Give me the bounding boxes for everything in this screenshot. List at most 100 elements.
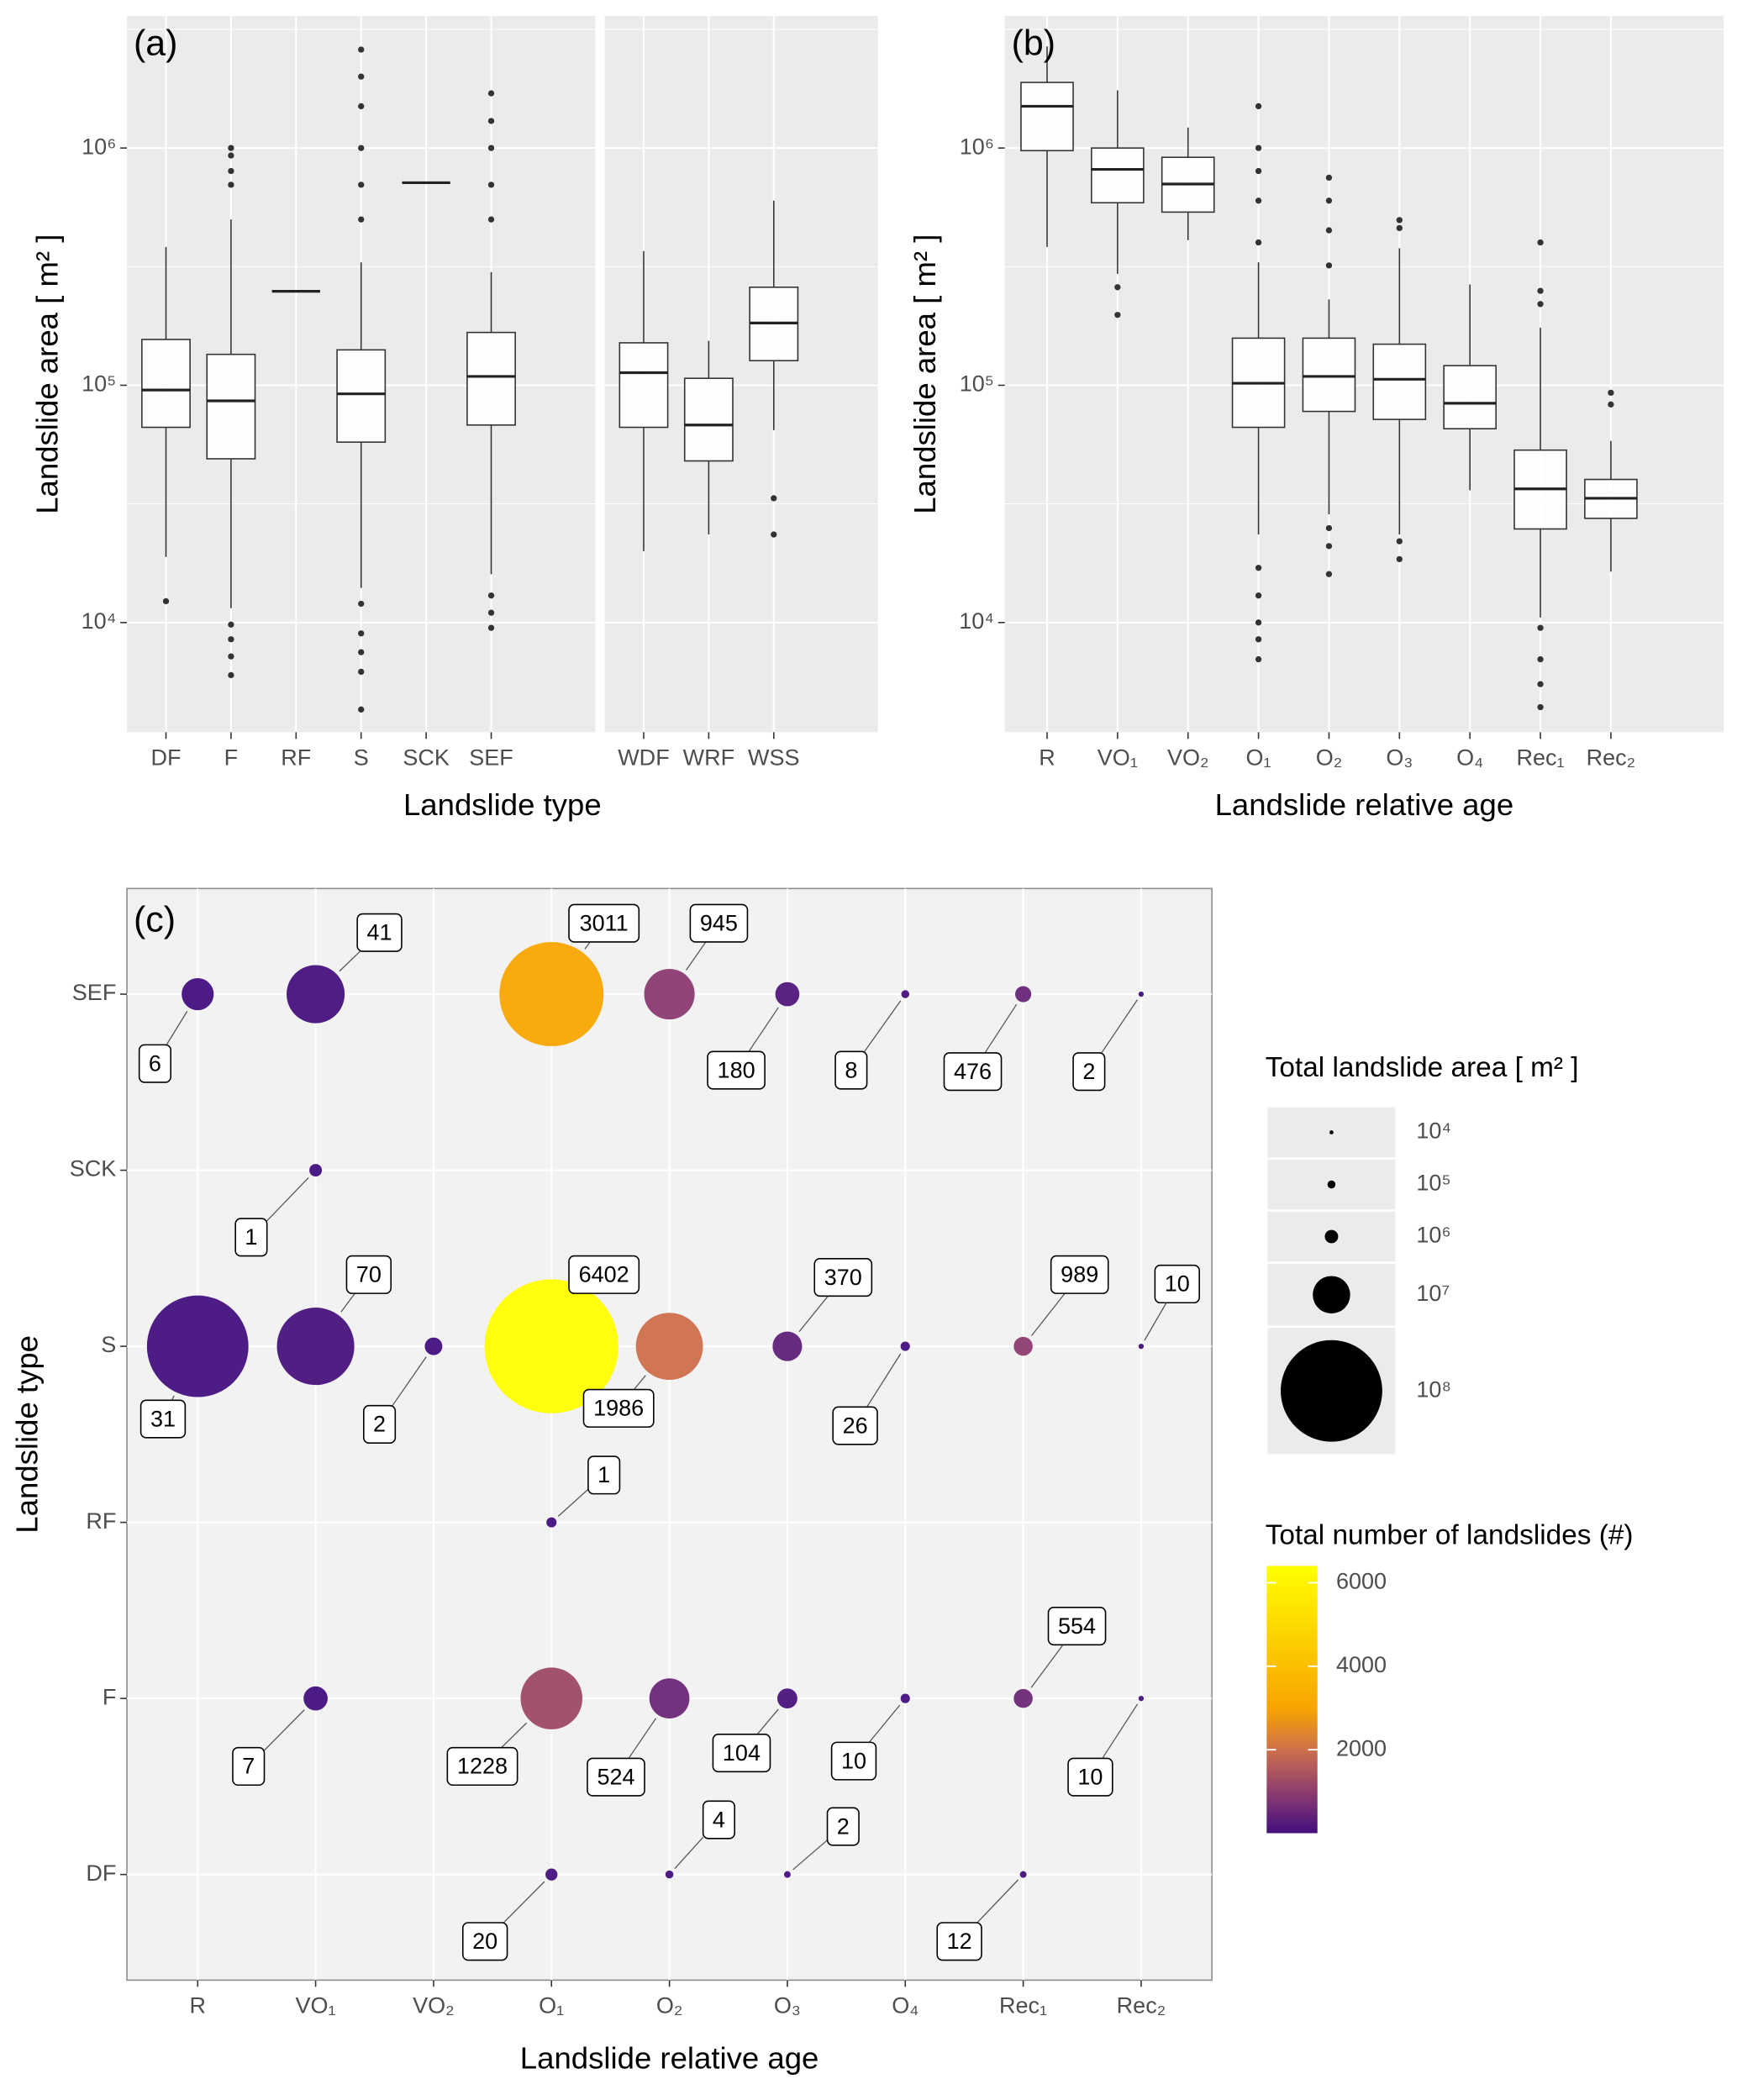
outlier — [358, 73, 365, 80]
count-label: 4 — [713, 1807, 725, 1832]
label-box — [832, 1406, 878, 1445]
leader-line — [340, 1292, 355, 1313]
colorbar-label: 2000 — [1336, 1735, 1387, 1761]
outlier — [1325, 174, 1333, 182]
bubble — [776, 1688, 797, 1709]
count-label: 41 — [367, 920, 392, 945]
outlier — [358, 145, 365, 151]
leader-line — [685, 941, 707, 971]
count-label: 10 — [1165, 1271, 1190, 1297]
label-box — [1047, 1606, 1107, 1646]
x-tick-label: R — [1039, 745, 1055, 770]
legend-title: Total landslide area [ m² ] — [1266, 1052, 1579, 1083]
outlier — [487, 624, 495, 631]
outlier — [1255, 103, 1262, 110]
outlier — [1325, 262, 1333, 269]
outlier — [487, 145, 495, 151]
outlier — [1537, 655, 1544, 663]
leader-line — [1144, 1302, 1167, 1341]
y-tick-label: SEF — [72, 980, 117, 1005]
leader-line — [501, 1722, 528, 1749]
label-box — [232, 1746, 266, 1787]
label-box — [587, 1455, 621, 1495]
x-tick-label: SEF — [469, 745, 513, 770]
outlier — [228, 182, 234, 188]
bubble — [182, 977, 214, 1011]
box — [1372, 343, 1427, 420]
x-tick-label: SCK — [403, 745, 450, 770]
label-box — [568, 903, 640, 943]
x-axis-title: Landslide relative age — [1215, 787, 1514, 822]
outlier — [228, 671, 234, 679]
count-label: 476 — [954, 1059, 992, 1084]
y-tick-label: RF — [86, 1508, 116, 1534]
legend-bubble — [1327, 1180, 1336, 1189]
outlier — [228, 145, 234, 151]
y-tick-label: S — [101, 1332, 116, 1357]
colorbar-label: 4000 — [1336, 1652, 1387, 1677]
bubble — [1013, 1688, 1033, 1708]
leader-line — [1102, 1703, 1139, 1759]
label-box — [707, 1050, 766, 1090]
box — [141, 339, 191, 429]
outlier — [1255, 592, 1262, 599]
leader-line — [748, 1007, 779, 1052]
panel-background — [1004, 16, 1724, 733]
outlier — [1537, 624, 1544, 631]
outlier — [358, 668, 365, 676]
outlier — [1255, 197, 1262, 204]
bubble — [484, 1279, 618, 1413]
bubble — [783, 1871, 791, 1878]
bubble — [146, 1295, 249, 1397]
label-box — [1072, 1052, 1106, 1092]
leader-line — [584, 941, 591, 950]
legend-label: 10⁴ — [1416, 1118, 1451, 1144]
box — [336, 349, 387, 443]
x-tick-label: WSS — [748, 745, 800, 770]
outlier — [1608, 389, 1614, 397]
count-label: 3011 — [580, 910, 629, 935]
x-tick-label: VO₁ — [1097, 745, 1138, 770]
leader-line — [866, 1353, 902, 1408]
outlier — [487, 182, 495, 188]
x-tick-label: O₂ — [1316, 745, 1343, 770]
bubble — [287, 965, 345, 1024]
x-tick-label: O₃ — [1386, 745, 1413, 770]
label-box — [712, 1734, 771, 1773]
bubble — [665, 1870, 674, 1879]
y-axis-title: Landslide area [ m² ] — [29, 234, 64, 514]
outlier — [1396, 217, 1403, 224]
box — [683, 377, 734, 462]
x-tick-label: O₁ — [539, 1992, 564, 2018]
bubble — [1138, 1343, 1145, 1350]
leader-line — [756, 1708, 779, 1735]
label-box — [689, 903, 749, 943]
x-tick-label: O₂ — [656, 1992, 683, 2018]
label-box — [834, 1050, 868, 1090]
outlier — [1325, 197, 1333, 204]
box — [466, 331, 516, 426]
outlier — [358, 649, 365, 655]
box — [1302, 337, 1356, 413]
outlier — [1396, 555, 1403, 563]
leader-line — [868, 1704, 901, 1743]
outlier — [228, 636, 234, 643]
count-label: 6402 — [579, 1262, 629, 1287]
legend-bubble — [1329, 1130, 1334, 1134]
box — [206, 353, 256, 460]
x-tick-label: WDF — [618, 745, 670, 770]
label-box — [1050, 1255, 1109, 1294]
outlier — [771, 531, 777, 538]
label-box — [830, 1741, 877, 1781]
bubble — [1138, 991, 1145, 997]
y-tick-label: 10⁵ — [960, 371, 994, 397]
leader-line — [798, 1295, 829, 1333]
label-box — [234, 1218, 268, 1257]
count-label: 70 — [356, 1262, 382, 1287]
x-tick-label: RF — [281, 745, 311, 770]
count-label: 6 — [149, 1050, 161, 1076]
label-box — [1154, 1264, 1200, 1304]
leader-line — [674, 1836, 704, 1870]
label-box — [461, 1922, 508, 1961]
